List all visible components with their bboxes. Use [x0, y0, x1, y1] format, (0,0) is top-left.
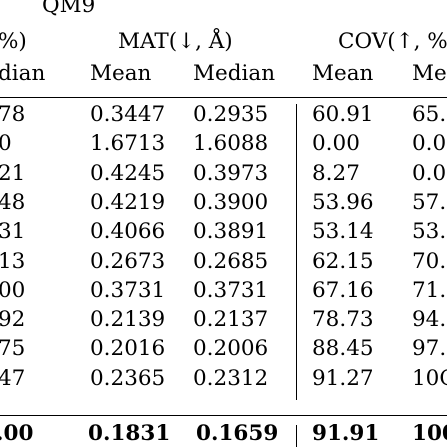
- cell-mat-median: 0.2685: [193, 248, 269, 274]
- cell-cov-median-fragment: 0.0: [412, 131, 447, 157]
- cell-left-fragment: 48: [0, 189, 26, 215]
- cell-mat-median: 0.3731: [193, 277, 269, 303]
- final-row-rule: [0, 415, 447, 417]
- cell-cov-mean: 60.91: [312, 102, 374, 127]
- cell-cov-mean: 53.96: [312, 189, 374, 215]
- col-header-mat-mean: Mean: [90, 61, 152, 86]
- col-header-median-left: dian: [0, 61, 46, 86]
- cell-mat-median: 0.2137: [193, 307, 269, 333]
- cell-mat-mean: 1.6713: [90, 131, 166, 157]
- mat-group-header: MAT(↓, Å): [118, 29, 233, 54]
- col-header-cov-mean: Mean: [312, 61, 374, 86]
- cell-cov-mean: 91.27: [312, 365, 374, 391]
- final-row-mat-median: 0.1659: [196, 421, 279, 446]
- column-separator: [296, 104, 298, 400]
- cell-left-fragment: 78: [0, 102, 26, 127]
- final-row-cov-mean: 91.91: [312, 421, 380, 446]
- cell-left-fragment: 31: [0, 219, 26, 245]
- cell-left-fragment: 00: [0, 277, 26, 303]
- cell-mat-median: 0.2935: [193, 102, 269, 127]
- cell-cov-mean: 62.15: [312, 248, 374, 274]
- cell-mat-mean: 0.3731: [90, 277, 166, 303]
- cell-mat-mean: 0.4066: [90, 219, 166, 245]
- cell-mat-mean: 0.2016: [90, 336, 166, 362]
- cell-cov-mean: 67.16: [312, 277, 374, 303]
- cell-mat-mean: 0.2139: [90, 307, 166, 333]
- cell-cov-median-fragment: 94.: [412, 307, 447, 333]
- cell-cov-median-fragment: 65.: [412, 102, 447, 127]
- cell-cov-median-fragment: 53.: [412, 219, 447, 245]
- cell-cov-median-fragment: 71.: [412, 277, 447, 303]
- final-row-left-fragment: .00: [0, 421, 34, 446]
- cell-left-fragment: 0: [0, 131, 12, 157]
- col-header-mat-median: Median: [193, 61, 276, 86]
- cell-cov-median-fragment: 70.: [412, 248, 447, 274]
- cell-cov-mean: 8.27: [312, 160, 360, 186]
- cell-cov-mean: 0.00: [312, 131, 360, 157]
- dataset-header: QM9: [42, 0, 96, 18]
- cell-cov-mean: 78.73: [312, 307, 374, 333]
- final-row-mat-mean: 0.1831: [88, 421, 171, 446]
- cell-mat-median: 0.3900: [193, 189, 269, 215]
- header-rule: [0, 97, 447, 99]
- cell-mat-mean: 0.4245: [90, 160, 166, 186]
- cell-mat-mean: 0.3447: [90, 102, 166, 127]
- cell-left-fragment: 75: [0, 336, 26, 362]
- cell-mat-median: 0.2312: [193, 365, 269, 391]
- cell-left-fragment: 21: [0, 160, 26, 186]
- col-header-cov-median: Me: [412, 61, 447, 86]
- cell-mat-median: 1.6088: [193, 131, 269, 157]
- cell-cov-median-fragment: 57.: [412, 189, 447, 215]
- cell-mat-median: 0.2006: [193, 336, 269, 362]
- cell-mat-mean: 0.2365: [90, 365, 166, 391]
- cell-cov-median-fragment: 0.0: [412, 160, 447, 186]
- cell-left-fragment: 47: [0, 365, 26, 391]
- cell-mat-median: 0.3973: [193, 160, 269, 186]
- cell-cov-median-fragment: 10C: [412, 365, 447, 391]
- left-group-header-fragment: %): [0, 29, 27, 54]
- cell-mat-mean: 0.2673: [90, 248, 166, 274]
- column-separator-final: [296, 425, 298, 447]
- cell-cov-mean: 88.45: [312, 336, 374, 362]
- final-row-cov-median-fragment: 100: [412, 421, 447, 446]
- cell-cov-mean: 53.14: [312, 219, 374, 245]
- cell-left-fragment: 92: [0, 307, 26, 333]
- cov-group-header: COV(↑, %: [338, 29, 447, 54]
- cell-mat-median: 0.3891: [193, 219, 269, 245]
- cell-left-fragment: 13: [0, 248, 26, 274]
- cell-mat-mean: 0.4219: [90, 189, 166, 215]
- cell-cov-median-fragment: 97.: [412, 336, 447, 362]
